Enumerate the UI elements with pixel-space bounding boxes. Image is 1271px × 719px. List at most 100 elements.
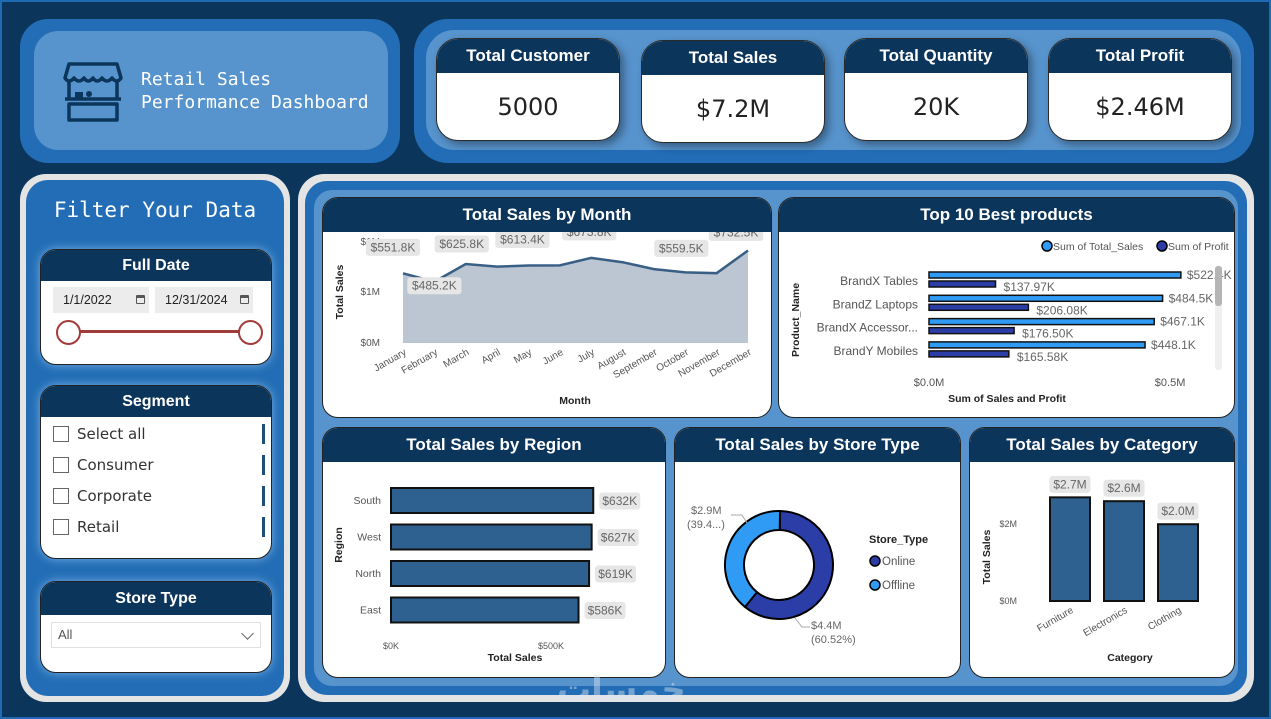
store-type-slicer-title: Store Type	[41, 582, 271, 615]
date-range-track[interactable]	[69, 330, 249, 333]
kpi-card-total-profit: Total Profit $2.46M	[1048, 38, 1232, 141]
legend-title: Store_Type	[869, 534, 928, 546]
data-label: $4.4M	[811, 620, 842, 632]
category-label: South	[354, 495, 382, 507]
title-line-1: Retail Sales	[141, 69, 272, 90]
y-tick-label: $2M	[999, 519, 1017, 529]
segment-option-consumer[interactable]: Consumer	[41, 449, 271, 480]
checkbox[interactable]	[53, 425, 69, 442]
x-axis-title: Sum of Sales and Profit	[948, 393, 1066, 405]
data-label-bg	[595, 565, 637, 583]
data-label-sales: $484.5K	[1169, 291, 1214, 305]
data-label: (60.52%)	[811, 634, 856, 646]
data-label-sales: $448.1K	[1151, 338, 1196, 352]
data-label-profit: $137.97K	[1004, 280, 1055, 294]
segment-option-label: Consumer	[77, 455, 154, 474]
checkbox[interactable]	[53, 456, 69, 473]
bar-sales	[928, 271, 1182, 279]
data-label: $2.7M	[1053, 477, 1086, 491]
scrollbar-thumb[interactable]	[1215, 266, 1222, 306]
segment-option-retail[interactable]: Retail	[41, 511, 271, 542]
y-axis-title: Region	[333, 527, 345, 563]
chart-title: Total Sales by Region	[323, 428, 665, 462]
chart-title: Top 10 Best products	[779, 198, 1234, 232]
x-tick-label: July	[576, 347, 597, 365]
category-label: BrandY Mobiles	[834, 344, 919, 358]
bar	[1049, 496, 1091, 603]
kpi-label: Total Sales	[642, 41, 824, 75]
data-label-sales: $467.1K	[1160, 315, 1205, 329]
x-tick-label: $0K	[383, 641, 399, 651]
segment-option-select-all[interactable]: Select all	[41, 418, 271, 449]
segment-option-corporate[interactable]: Corporate	[41, 480, 271, 511]
data-label-bg	[434, 235, 489, 253]
data-label-bg	[407, 277, 462, 295]
scrollbar[interactable]	[262, 455, 265, 475]
segment-option-label: Retail	[77, 517, 120, 536]
chevron-down-icon[interactable]	[241, 627, 254, 640]
y-axis-title: Total Sales	[981, 530, 993, 585]
sales-by-region-card: Total Sales by Region South $632K West $627…	[322, 427, 666, 678]
data-label: $732.5K	[714, 232, 759, 240]
top-products-chart: Sum of Total_Sales Sum of Profit BrandX Ta…	[790, 240, 1232, 405]
bar-profit	[928, 303, 1030, 312]
chart-title: Total Sales by Category	[970, 428, 1234, 462]
segment-option-label: Corporate	[77, 486, 152, 505]
data-label: $559.5K	[659, 241, 704, 255]
store-type-dropdown[interactable]: All	[51, 622, 261, 648]
sales-by-category-card: Total Sales by Category $0M $2M $2.7M Furni…	[969, 427, 1235, 678]
checkbox[interactable]	[53, 487, 69, 504]
data-label: $485.2K	[412, 279, 457, 293]
y-tick-label: $0M	[361, 338, 380, 349]
x-tick-label: $0.0M	[914, 377, 945, 389]
data-label: $551.8K	[371, 240, 416, 254]
category-label: North	[355, 568, 381, 580]
date-slicer-title: Full Date	[41, 250, 271, 281]
kpi-card-total-quantity: Total Quantity 20K	[844, 38, 1028, 141]
bar	[1157, 523, 1199, 602]
data-label-bg	[597, 529, 639, 546]
leader-line	[731, 514, 748, 524]
bar	[390, 560, 591, 587]
legend-marker	[869, 555, 881, 567]
store-type-selected: All	[58, 627, 73, 642]
scrollbar[interactable]	[262, 486, 265, 506]
kpi-label: Total Quantity	[845, 39, 1027, 73]
bar-sales	[928, 294, 1164, 303]
start-date-input[interactable]: 1/1/2022	[53, 287, 149, 313]
segment-slicer: Segment Select all Consumer Corporate Re…	[40, 385, 272, 559]
data-label: $632K	[602, 494, 637, 508]
bar-sales	[928, 341, 1146, 349]
x-tick-label: $500K	[538, 641, 564, 651]
slice-offline	[724, 510, 782, 609]
sales-line	[402, 249, 749, 284]
kpi-value: 5000	[497, 93, 559, 121]
scrollbar[interactable]	[262, 517, 265, 537]
calendar-icon[interactable]	[240, 295, 249, 304]
bar-profit	[928, 280, 997, 288]
date-range-start-handle[interactable]	[56, 320, 81, 345]
filter-title: Filter Your Data	[53, 198, 257, 222]
dashboard-title: Retail Sales Performance Dashboard	[141, 68, 369, 114]
end-date-input[interactable]: 12/31/2024	[155, 287, 253, 313]
calendar-icon[interactable]	[136, 295, 145, 304]
category-label: East	[360, 605, 381, 617]
sales-by-month-chart: $0M$1M$1MJanuaryFebruaryMarchAprilMayJun…	[334, 232, 764, 407]
legend-marker	[869, 579, 881, 591]
data-label-bg	[584, 602, 626, 619]
date-slicer: Full Date 1/1/2022 12/31/2024	[40, 249, 272, 365]
scrollbar[interactable]	[262, 424, 265, 444]
checkbox[interactable]	[53, 518, 69, 535]
end-date-value: 12/31/2024	[165, 293, 228, 307]
x-axis-title: Total Sales	[488, 652, 543, 664]
x-tick-label: April	[480, 347, 503, 367]
data-label-bg	[1103, 479, 1145, 497]
bar	[390, 523, 593, 551]
data-label-profit: $176.50K	[1022, 327, 1073, 341]
date-range-end-handle[interactable]	[238, 320, 263, 345]
kpi-value: $2.46M	[1095, 93, 1185, 121]
data-label: $586K	[588, 604, 623, 618]
bar-profit	[928, 326, 1015, 335]
data-label: $2.6M	[1107, 481, 1140, 495]
x-tick-label: March	[442, 347, 472, 370]
